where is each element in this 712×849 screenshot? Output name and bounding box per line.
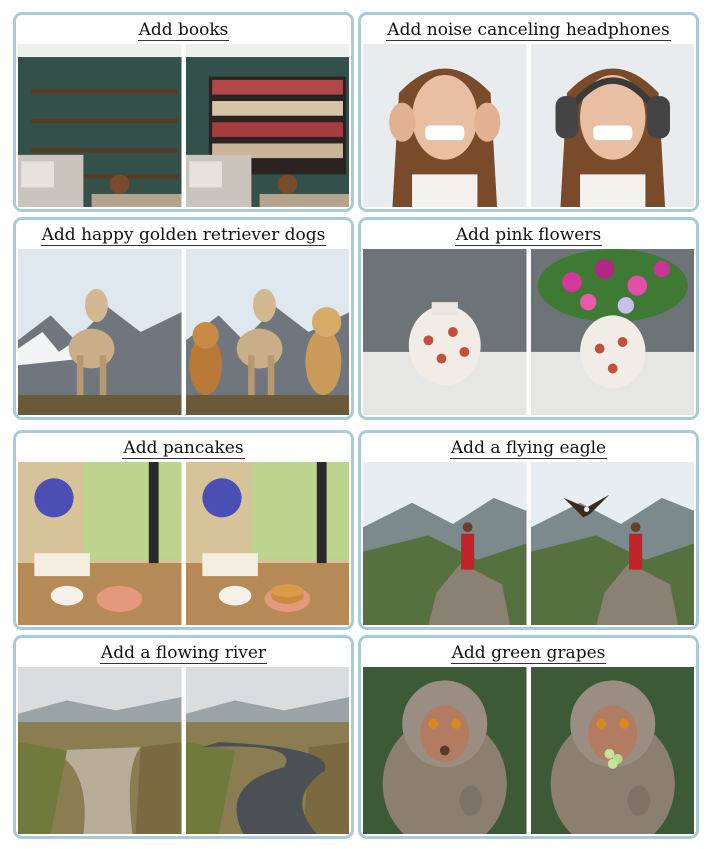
before-image: [363, 44, 527, 207]
panel-add-pancakes: Add pancakes: [13, 430, 354, 630]
before-image: [363, 249, 527, 415]
panel-add-eagle: Add a flying eagle: [358, 430, 699, 630]
panel-add-flowers: Add pink flowers: [358, 217, 699, 420]
after-image: [530, 44, 694, 207]
panel-caption: Add happy golden retriever dogs: [40, 225, 327, 246]
before-image: [363, 462, 527, 625]
image-pair: [18, 44, 349, 207]
panel-add-river: Add a flowing river: [13, 635, 354, 839]
panel-caption: Add a flying eagle: [449, 438, 608, 459]
panel-add-grapes: Add green grapes: [358, 635, 699, 839]
image-pair: [363, 462, 694, 625]
after-image: [530, 667, 694, 834]
panel-caption: Add a flowing river: [99, 643, 268, 664]
after-image: [185, 667, 349, 834]
panel-caption: Add noise canceling headphones: [386, 20, 671, 41]
panel-add-headphones: Add noise canceling headphones: [358, 12, 699, 212]
panel-caption: Add pink flowers: [454, 225, 603, 246]
before-image: [18, 462, 182, 625]
image-pair: [18, 667, 349, 834]
after-image: [530, 462, 694, 625]
panel-add-dogs: Add happy golden retriever dogs: [13, 217, 354, 420]
image-pair: [363, 667, 694, 834]
panel-add-books: Add books: [13, 12, 354, 212]
image-pair: [18, 462, 349, 625]
after-image: [185, 44, 349, 207]
after-image: [530, 249, 694, 415]
before-image: [18, 249, 182, 415]
image-pair: [363, 249, 694, 415]
before-image: [18, 44, 182, 207]
after-image: [185, 462, 349, 625]
panel-caption: Add pancakes: [122, 438, 245, 459]
panel-caption: Add books: [137, 20, 230, 41]
panel-caption: Add green grapes: [450, 643, 607, 664]
image-pair: [18, 249, 349, 415]
before-image: [18, 667, 182, 834]
before-image: [363, 667, 527, 834]
image-pair: [363, 44, 694, 207]
after-image: [185, 249, 349, 415]
